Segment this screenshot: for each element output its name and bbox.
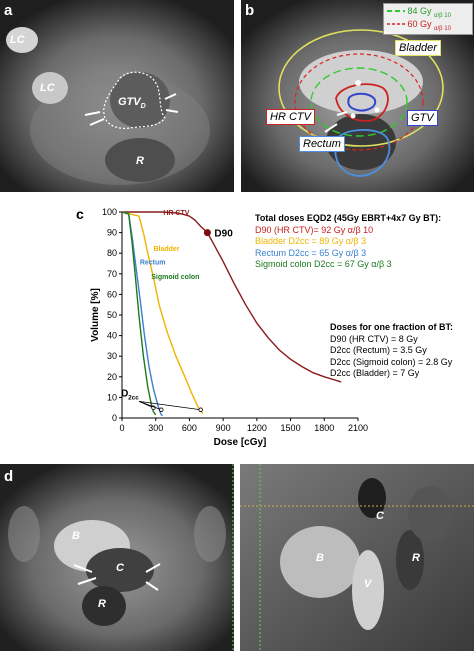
y-tick-label: 50: [107, 310, 117, 320]
label-lc-mid: LC: [40, 82, 55, 94]
x-tick-label: 0: [119, 423, 124, 433]
label-gtv: GTVD: [118, 96, 146, 110]
label-b-left: B: [72, 530, 80, 542]
fraction-line-rectum: D2cc (Rectum) = 3.5 Gy: [330, 345, 427, 355]
y-tick-label: 20: [107, 372, 117, 382]
totals-line-bladder: Bladder D2cc = 89 Gy α/β 3: [255, 236, 367, 246]
panel-d-right: B C V R: [240, 464, 474, 651]
totals-line-rectum: Rectum D2cc = 65 Gy α/β 3: [255, 247, 367, 258]
label-rectum: Rectum: [299, 136, 345, 152]
d2cc-point: [159, 407, 164, 412]
legend-item-60gy: 60 Gy α/β 10: [387, 19, 451, 32]
totals-line-sigmoid: Sigmoid colon D2cc = 67 Gy α/β 3: [255, 259, 392, 269]
label-v-right: V: [364, 578, 372, 590]
y-tick-label: 90: [107, 228, 117, 238]
legend-line-84gy: [387, 10, 405, 12]
legend-84gy-sub: α/β 10: [434, 12, 451, 19]
label-c-left: C: [116, 562, 124, 574]
y-axis-title: Volume [%]: [90, 288, 101, 342]
x-tick-label: 300: [148, 423, 163, 433]
label-r-left: R: [98, 598, 106, 610]
d2cc-leader-line: [139, 401, 201, 411]
x-tick-label: 1200: [247, 423, 267, 433]
y-tick-label: 0: [112, 413, 117, 423]
x-tick-label: 900: [216, 423, 231, 433]
d2cc-point: [198, 407, 203, 412]
x-axis-title: Dose [cGy]: [214, 437, 267, 448]
fraction-line-bladder: D2cc (Bladder) = 7 Gy: [330, 368, 420, 378]
fraction-title: Doses for one fraction of BT:: [330, 322, 454, 332]
series-line-sigmoid-colon: [121, 211, 157, 416]
curve-label-rectum: Rectum: [140, 260, 166, 267]
fraction-block: Doses for one fraction of BT: D90 (HR CT…: [330, 322, 453, 380]
panel-letter-d: d: [4, 468, 14, 485]
curve-label-bladder: Bladder: [153, 246, 179, 253]
curve-label-hr-ctv: HR CTV: [163, 210, 189, 217]
panel-c: c 0 10 20 30 40 50 60 70 80 90 100 0 300 600 900 1200 15…: [0, 198, 474, 460]
label-c-right: C: [376, 510, 384, 522]
d90-label: D90: [214, 229, 233, 240]
fraction-line-d90: D90 (HR CTV) = 8 Gy: [330, 333, 418, 344]
legend-line-60gy: [387, 23, 405, 25]
y-tick-label: 30: [107, 351, 117, 361]
y-tick-label: 40: [107, 331, 117, 341]
label-bladder: Bladder: [395, 40, 441, 56]
mri-axial-image-a: [0, 0, 234, 192]
curve-label-sigmoid: Sigmoid colon: [151, 274, 199, 281]
dose-legend: 84 Gy α/β 10 60 Gy α/β 10: [383, 3, 473, 35]
series-line-rectum: [121, 211, 164, 417]
label-gtv-b: GTV: [407, 110, 438, 126]
panel-d-left: d B C R: [0, 464, 234, 651]
y-tick-label: 80: [107, 248, 117, 258]
label-lc-top: LC: [10, 34, 25, 46]
label-gtv-main: GTV: [118, 96, 141, 108]
y-tick-label: 10: [107, 392, 117, 402]
x-tick-label: 600: [182, 423, 197, 433]
label-gtv-sub: D: [140, 103, 146, 111]
label-b-right: B: [316, 552, 324, 564]
label-r-right: R: [412, 552, 420, 564]
fraction-line-sigmoid: D2cc (Sigmoid colon) = 2.8 Gy: [330, 356, 453, 367]
totals-block: Total doses EQD2 (45Gy EBRT+4x7 Gy BT): …: [255, 213, 441, 271]
series-line-bladder: [121, 211, 204, 415]
d90-point: [203, 229, 211, 237]
panel-letter-a: a: [4, 2, 13, 19]
y-tick-label: 100: [102, 207, 117, 217]
label-hr-ctv: HR CTV: [266, 109, 315, 125]
d2cc-label: D: [121, 388, 128, 399]
y-tick-label: 60: [107, 289, 117, 299]
panel-letter-b: b: [245, 2, 255, 19]
d2cc-leader-line: [138, 401, 162, 411]
dvh-chart: 0 10 20 30 40 50 60 70 80 90 100 0 300 600 900 1200 1500…: [90, 207, 368, 448]
mri-axial-image-d: [0, 464, 234, 651]
legend-84gy-label: 84 Gy: [407, 6, 432, 16]
legend-item-84gy: 84 Gy α/β 10: [387, 6, 451, 19]
legend-60gy-label: 60 Gy: [407, 19, 432, 29]
panel-a: a LC LC GTVD R: [0, 0, 234, 192]
panel-letter-c: c: [76, 206, 84, 222]
x-tick-label: 1500: [281, 423, 301, 433]
legend-60gy-sub: α/β 10: [434, 25, 451, 32]
mri-sagittal-image-d: [240, 464, 474, 651]
panel-b: b 84 Gy α/β 10 60 Gy α/β 10 Bladder HR C…: [241, 0, 474, 192]
totals-title: Total doses EQD2 (45Gy EBRT+4x7 Gy BT):: [255, 213, 442, 223]
d2cc-label-sub: 2cc: [128, 394, 139, 401]
x-tick-label: 1800: [314, 423, 334, 433]
series-line-hr-ctv: [122, 211, 342, 383]
y-tick-label: 70: [107, 269, 117, 279]
label-r: R: [136, 155, 144, 167]
totals-line-d90: D90 (HR CTV)= 92 Gy α/β 10: [255, 224, 374, 235]
x-tick-label: 2100: [348, 423, 368, 433]
